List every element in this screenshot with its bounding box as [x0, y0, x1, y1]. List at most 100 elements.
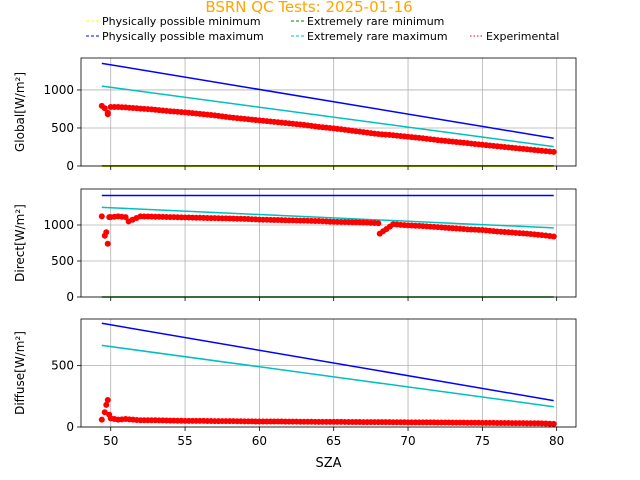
legend-label: Physically possible minimum — [102, 15, 261, 28]
data-point — [178, 214, 185, 221]
data-point — [505, 420, 512, 427]
data-point — [237, 115, 244, 122]
legend-item: Experimental — [470, 30, 559, 43]
data-point — [341, 418, 348, 425]
axes-frame — [80, 188, 577, 298]
series-line — [101, 62, 554, 139]
y-tick-label: 500 — [51, 359, 74, 373]
data-point — [356, 219, 363, 226]
axes-frame — [80, 318, 577, 428]
data-point — [267, 118, 274, 125]
data-point — [267, 418, 274, 425]
data-point — [460, 139, 467, 146]
data-point — [341, 219, 348, 226]
data-point — [118, 213, 125, 220]
data-point — [505, 144, 512, 151]
data-point — [326, 124, 333, 131]
data-point — [431, 223, 438, 230]
data-point — [208, 418, 215, 425]
data-point — [546, 420, 553, 427]
data-point — [546, 233, 553, 240]
data-point — [111, 416, 118, 423]
data-point — [341, 126, 348, 133]
data-point — [237, 215, 244, 222]
data-point — [148, 417, 155, 424]
series-line — [101, 85, 554, 148]
data-point — [520, 230, 527, 237]
data-point — [326, 418, 333, 425]
data-point — [416, 222, 423, 229]
data-point — [460, 226, 467, 233]
x-tick-label: 70 — [400, 434, 415, 448]
data-point — [208, 112, 215, 119]
data-point — [101, 105, 108, 112]
data-point — [356, 128, 363, 135]
data-point — [445, 138, 452, 145]
data-point — [401, 133, 408, 140]
x-tick-label: 75 — [475, 434, 490, 448]
data-point — [163, 107, 170, 114]
data-point — [490, 419, 497, 426]
data-point — [431, 419, 438, 426]
data-point — [101, 409, 108, 416]
data-point — [445, 224, 452, 231]
data-point — [371, 419, 378, 426]
data-point — [118, 104, 125, 111]
data-point — [475, 141, 482, 148]
panel-3: 50 55 60 65 70 75 80 0 500 Diffuse[W/m²] SZA — [13, 318, 577, 471]
data-point — [178, 109, 185, 116]
panel-1: 0 500 1000 Global[W/m²] — [13, 57, 577, 173]
x-tick-label: 60 — [252, 434, 267, 448]
data-point — [312, 123, 319, 130]
data-point — [252, 216, 259, 223]
data-point — [297, 418, 304, 425]
data-point — [401, 222, 408, 229]
legend-label: Experimental — [486, 30, 559, 43]
figure-title: BSRN QC Tests: 2025-01-16 — [205, 0, 412, 16]
legend-item: Extremely rare minimum — [291, 15, 444, 28]
panel-2: 0 500 1000 Direct[W/m²] — [13, 188, 577, 304]
data-point — [490, 142, 497, 149]
series-line — [101, 344, 554, 408]
data-point — [326, 218, 333, 225]
data-point — [133, 105, 140, 112]
data-point — [267, 216, 274, 223]
data-point — [445, 419, 452, 426]
y-tick-label: 500 — [51, 121, 74, 135]
data-point — [103, 229, 110, 236]
data-point — [386, 419, 393, 426]
data-point — [520, 145, 527, 152]
data-point — [111, 104, 118, 111]
data-point — [416, 419, 423, 426]
x-tick-label: 65 — [326, 434, 341, 448]
data-point — [535, 147, 542, 154]
data-point — [252, 116, 259, 123]
data-point — [104, 240, 111, 247]
x-tick-label: 50 — [103, 434, 118, 448]
data-point — [104, 397, 111, 403]
data-point — [208, 215, 215, 222]
data-point — [312, 217, 319, 224]
data-point — [520, 420, 527, 427]
x-axis-label: SZA — [315, 456, 341, 471]
data-point — [416, 134, 423, 141]
legend-label: Physically possible maximum — [102, 30, 264, 43]
data-point — [163, 417, 170, 424]
data-point — [111, 213, 118, 220]
data-point — [222, 113, 229, 120]
data-point — [386, 131, 393, 138]
data-point — [490, 228, 497, 235]
data-point — [401, 419, 408, 426]
data-point — [535, 420, 542, 427]
y-axis-label: Diffuse[W/m²] — [13, 331, 27, 415]
data-point — [371, 220, 378, 227]
legend-label: Extremely rare minimum — [307, 15, 444, 28]
legend-item: Physically possible minimum — [86, 15, 261, 28]
y-tick-label: 500 — [51, 254, 74, 268]
data-point — [178, 417, 185, 424]
data-point — [282, 217, 289, 224]
data-point — [386, 223, 393, 230]
data-point — [163, 213, 170, 220]
data-point — [148, 213, 155, 220]
